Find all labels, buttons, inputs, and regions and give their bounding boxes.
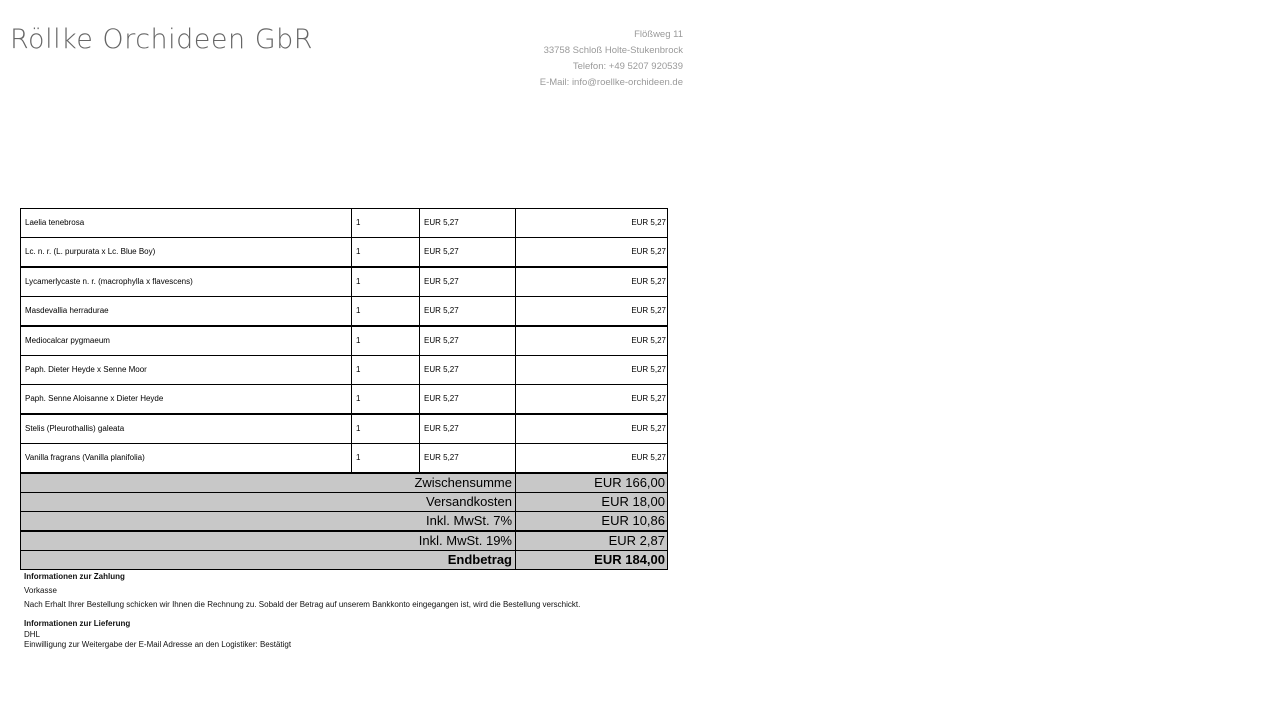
summary-row: Endbetrag EUR 184,00 xyxy=(20,549,668,570)
table-row: Paph. Senne Aloisanne x Dieter Heyde 1 EUR… xyxy=(20,384,668,415)
summary-row: Inkl. MwSt. 7% EUR 10,86 xyxy=(20,511,668,532)
item-name: Paph. Senne Aloisanne x Dieter Heyde xyxy=(21,385,352,414)
summary-label: Inkl. MwSt. 7% xyxy=(21,512,516,531)
item-quantity: 1 xyxy=(352,414,420,443)
summary-value: EUR 18,00 xyxy=(601,494,665,510)
summary-value: EUR 2,87 xyxy=(608,532,665,548)
table-row: Lc. n. r. (L. purpurata x Lc. Blue Boy) 1… xyxy=(20,237,668,268)
item-price: EUR 5,27 xyxy=(420,356,516,384)
summary-label: Inkl. MwSt. 19% xyxy=(21,531,516,550)
payment-method: Vorkasse xyxy=(24,586,57,595)
item-total: EUR 5,27 xyxy=(631,394,666,404)
order-info: Informationen zur Zahlung Vorkasse Nach … xyxy=(24,572,664,676)
item-quantity: 1 xyxy=(352,356,420,384)
item-total: EUR 5,27 xyxy=(631,306,666,316)
item-quantity: 1 xyxy=(352,297,420,326)
item-price: EUR 5,27 xyxy=(420,414,516,443)
item-total: EUR 5,27 xyxy=(631,335,666,345)
address-phone: Telefon: +49 5207 920539 xyxy=(572,61,683,72)
table-row: Vanilla fragrans (Vanilla planifolia) 1 EU… xyxy=(20,443,668,474)
table-row: Laelia tenebrosa 1 EUR 5,27 EUR 5,27 xyxy=(20,208,668,238)
item-price: EUR 5,27 xyxy=(420,267,516,296)
delivery-heading: Informationen zur Lieferung xyxy=(24,619,131,628)
item-name: Masdevallia herradurae xyxy=(21,297,352,326)
item-quantity: 1 xyxy=(352,209,420,237)
table-row: Stelis (Pleurothallis) galeata 1 EUR 5,27 E… xyxy=(20,413,668,444)
item-name: Stelis (Pleurothallis) galeata xyxy=(21,414,352,443)
item-total: EUR 5,27 xyxy=(631,423,666,433)
item-name: Lc. n. r. (L. purpurata x Lc. Blue Boy) xyxy=(21,238,352,267)
table-row: Lycamerlycaste n. r. (macrophylla x flav… xyxy=(20,266,668,297)
item-quantity: 1 xyxy=(352,267,420,296)
item-price: EUR 5,27 xyxy=(420,238,516,267)
summary-value: EUR 184,00 xyxy=(594,551,665,567)
payment-heading: Informationen zur Zahlung xyxy=(24,572,125,581)
item-total: EUR 5,27 xyxy=(631,365,666,374)
company-address: Flößweg 11 33758 Schloß Holte-Stukenbroc… xyxy=(540,27,683,91)
summary-value: EUR 166,00 xyxy=(594,475,665,490)
item-quantity: 1 xyxy=(352,238,420,267)
summary-value: EUR 10,86 xyxy=(601,513,665,529)
address-email: E-Mail: info@roellke-orchideen.de xyxy=(539,77,683,88)
item-price: EUR 5,27 xyxy=(420,297,516,326)
item-name: Mediocalcar pygmaeum xyxy=(21,326,352,355)
table-row: Paph. Dieter Heyde x Senne Moor 1 EUR 5,27… xyxy=(20,355,668,385)
summary-label: Endbetrag xyxy=(21,550,516,569)
delivery-text: Einwilligung zur Weitergabe der E-Mail A… xyxy=(24,640,292,649)
item-quantity: 1 xyxy=(352,326,420,355)
item-quantity: 1 xyxy=(352,385,420,414)
item-name: Paph. Dieter Heyde x Senne Moor xyxy=(21,356,352,384)
item-price: EUR 5,27 xyxy=(420,444,516,473)
summary-label: Zwischensumme xyxy=(21,474,516,492)
item-total: EUR 5,27 xyxy=(631,247,666,257)
item-price: EUR 5,27 xyxy=(420,209,516,237)
summary-row: Zwischensumme EUR 166,00 xyxy=(20,473,668,493)
summary-label: Versandkosten xyxy=(21,493,516,512)
payment-text: Nach Erhalt Ihrer Bestellung schicken wi… xyxy=(24,600,581,609)
summary-row: Versandkosten EUR 18,00 xyxy=(20,492,668,513)
item-name: Vanilla fragrans (Vanilla planifolia) xyxy=(21,444,352,473)
summary-row: Inkl. MwSt. 19% EUR 2,87 xyxy=(20,530,668,551)
item-total: EUR 5,27 xyxy=(631,276,666,286)
delivery-method: DHL xyxy=(24,630,41,639)
address-street: Flößweg 11 xyxy=(634,29,683,40)
item-total: EUR 5,27 xyxy=(631,218,666,227)
item-total: EUR 5,27 xyxy=(631,453,666,463)
item-price: EUR 5,27 xyxy=(420,385,516,414)
item-price: EUR 5,27 xyxy=(420,326,516,355)
table-row: Mediocalcar pygmaeum 1 EUR 5,27 EUR 5,27 xyxy=(20,325,668,356)
company-logo: Röllke Orchideen GbR xyxy=(10,24,314,55)
table-row: Masdevallia herradurae 1 EUR 5,27 EUR 5,27 xyxy=(20,296,668,327)
item-name: Laelia tenebrosa xyxy=(21,209,352,237)
item-name: Lycamerlycaste n. r. (macrophylla x flav… xyxy=(21,267,352,296)
address-city: 33758 Schloß Holte-Stukenbrock xyxy=(543,45,683,56)
item-quantity: 1 xyxy=(352,444,420,473)
